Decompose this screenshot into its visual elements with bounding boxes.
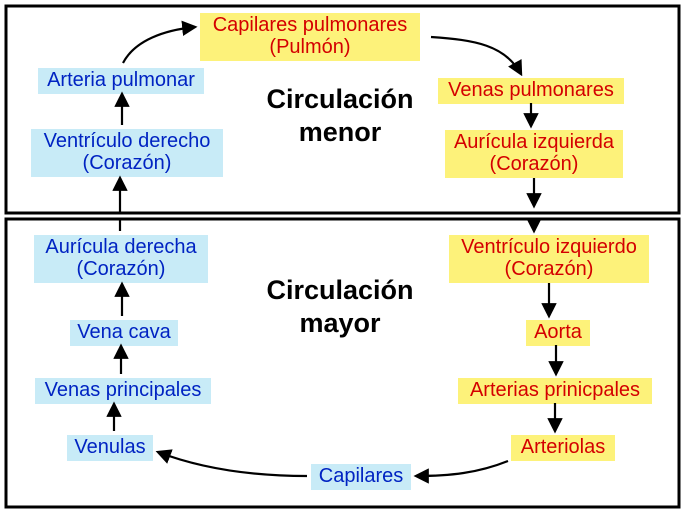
title-menor-line-0: Circulación (266, 84, 413, 114)
aorta-label-0: Aorta (534, 321, 583, 343)
title-mayor-line-0: Circulación (266, 275, 413, 305)
capilares: Capilares (311, 464, 411, 490)
venulas: Venulas (67, 435, 153, 461)
vent-der-label-0: Ventrículo derecho (44, 130, 211, 152)
aorta: Aorta (526, 320, 590, 346)
auric-der: Aurícula derecha(Corazón) (34, 235, 208, 283)
arteriolas-label-0: Arteriolas (521, 436, 605, 458)
cap-pulm: Capilares pulmonares(Pulmón) (200, 13, 420, 61)
cap-pulm-label-0: Capilares pulmonares (213, 14, 408, 36)
art-prin: Arterias prinicpales (458, 378, 652, 404)
art-prin-label-0: Arterias prinicpales (470, 379, 640, 401)
vent-izq-label-0: Ventrículo izquierdo (461, 236, 637, 258)
art-pulm: Arteria pulmonar (38, 68, 204, 94)
ven-pulm: Venas pulmonares (438, 78, 624, 104)
auric-der-label-1: (Corazón) (77, 258, 166, 280)
art-pulm-label-0: Arteria pulmonar (47, 69, 195, 91)
vena-cava: Vena cava (70, 320, 178, 346)
capilares-label-0: Capilares (319, 465, 403, 487)
ven-pulm-label-0: Venas pulmonares (448, 79, 614, 101)
arteriolas: Arteriolas (511, 435, 615, 461)
venas-prin-label-0: Venas principales (45, 379, 202, 401)
auric-izq-label-0: Aurícula izquierda (454, 131, 615, 153)
vent-der: Ventrículo derecho(Corazón) (31, 129, 223, 177)
venas-prin: Venas principales (35, 378, 211, 404)
auric-izq-label-1: (Corazón) (490, 153, 579, 175)
title-mayor-line-1: mayor (299, 308, 381, 338)
auric-izq: Aurícula izquierda(Corazón) (445, 130, 623, 178)
vent-izq-label-1: (Corazón) (505, 258, 594, 280)
vena-cava-label-0: Vena cava (77, 321, 171, 343)
diagram-canvas: Capilares pulmonares(Pulmón)Arteria pulm… (0, 0, 685, 513)
vent-izq: Ventrículo izquierdo(Corazón) (449, 235, 649, 283)
auric-der-label-0: Aurícula derecha (45, 236, 197, 258)
title-menor-line-1: menor (299, 117, 382, 147)
venulas-label-0: Venulas (74, 436, 145, 458)
vent-der-label-1: (Corazón) (83, 152, 172, 174)
cap-pulm-label-1: (Pulmón) (269, 36, 350, 58)
